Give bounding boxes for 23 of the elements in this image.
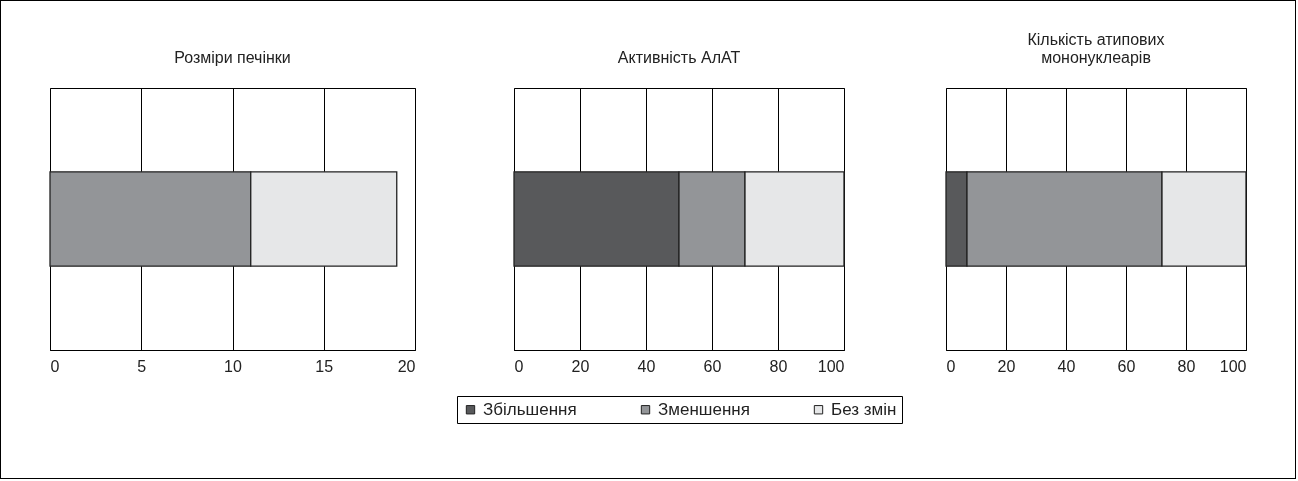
chart-title: Активність АлАТ (617, 49, 741, 66)
x-tick-label: 0 (514, 357, 524, 375)
legend-label: Зменшення (658, 399, 750, 419)
x-tick-label: 10 (224, 357, 242, 375)
x-tick-label: 20 (571, 357, 590, 375)
legend-label: Збільшення (483, 399, 577, 419)
x-tick-label: 20 (997, 357, 1016, 375)
x-tick-label: 60 (703, 357, 722, 375)
x-tick-label: 40 (637, 357, 656, 375)
x-tick-label: 80 (1177, 357, 1196, 375)
x-tick-label: 0 (946, 357, 956, 375)
x-tick-label: 20 (397, 357, 416, 375)
x-tick-label: 15 (315, 357, 334, 375)
legend-label: Без змін (831, 399, 897, 419)
x-tick-label: 40 (1057, 357, 1076, 375)
x-tick-label: 100 (1219, 357, 1247, 375)
chart-title: Розміри печінки (174, 49, 291, 66)
x-tick-label: 80 (769, 357, 788, 375)
x-tick-label: 60 (1117, 357, 1136, 375)
chart-title: Кількість атипових мононуклеарів (1027, 31, 1165, 66)
x-tick-label: 5 (137, 357, 147, 375)
x-tick-label: 100 (817, 357, 845, 375)
x-tick-label: 0 (50, 357, 60, 375)
